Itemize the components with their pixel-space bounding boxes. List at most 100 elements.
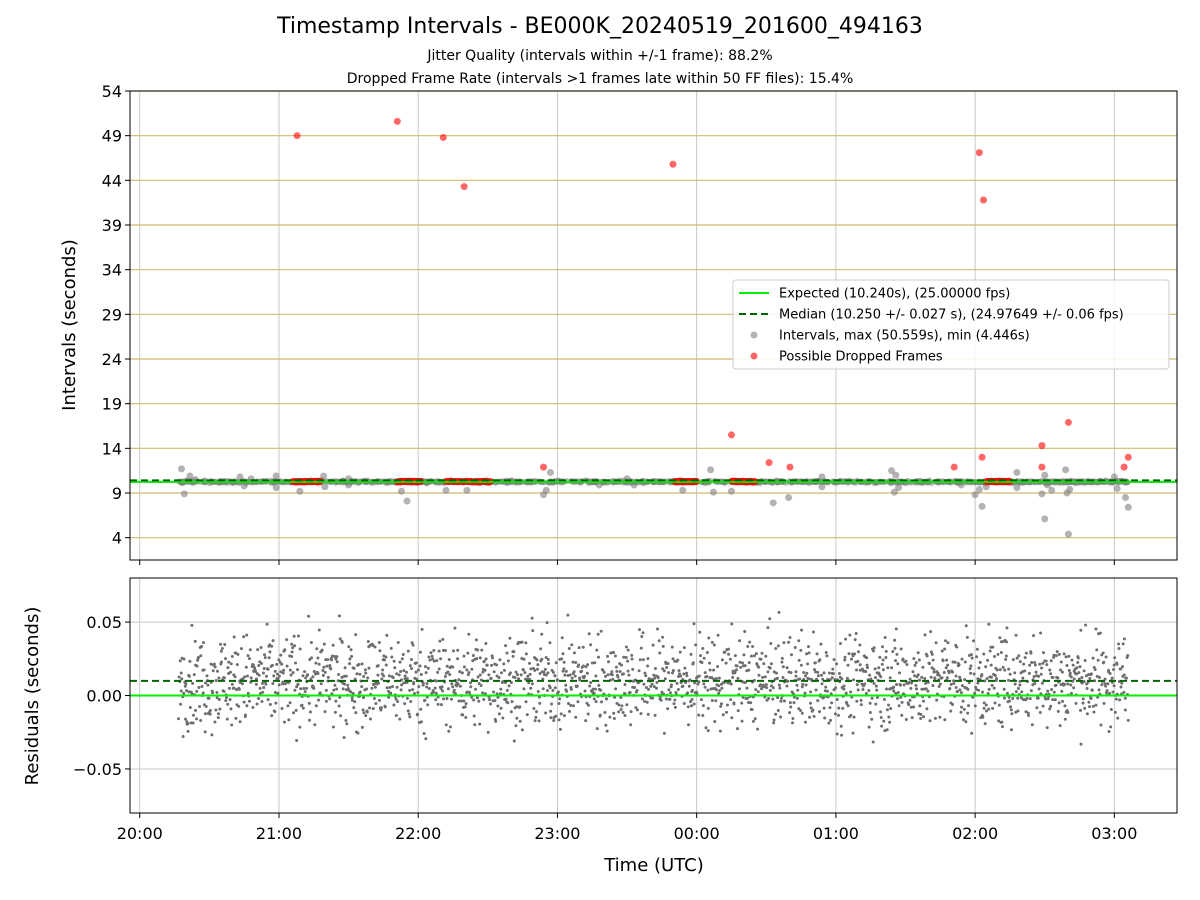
residual-point bbox=[1076, 656, 1080, 660]
time-x-tick-label: 22:00 bbox=[395, 824, 441, 843]
residual-point bbox=[506, 701, 510, 705]
residual-point bbox=[1090, 688, 1094, 692]
time-x-tick-label: 02:00 bbox=[952, 824, 998, 843]
residual-point bbox=[544, 655, 548, 659]
residual-point bbox=[844, 637, 848, 641]
residual-point bbox=[997, 719, 1001, 723]
interval-point bbox=[971, 491, 979, 499]
residual-point bbox=[385, 633, 389, 637]
residual-point bbox=[959, 691, 963, 695]
residual-point bbox=[990, 683, 994, 687]
residual-point bbox=[1019, 696, 1023, 700]
residual-point bbox=[1091, 704, 1095, 708]
residual-point bbox=[426, 666, 430, 670]
residual-point bbox=[259, 646, 263, 650]
residual-point bbox=[764, 683, 768, 687]
residual-point bbox=[535, 658, 539, 662]
residual-point bbox=[565, 689, 569, 693]
residual-point bbox=[746, 644, 750, 648]
residual-point bbox=[900, 713, 904, 717]
residual-point bbox=[901, 657, 905, 661]
residual-point bbox=[642, 699, 646, 703]
residual-point bbox=[277, 683, 281, 687]
residual-point bbox=[228, 670, 232, 674]
residual-point bbox=[639, 712, 643, 716]
residual-point bbox=[564, 683, 568, 687]
intervals-y-tick-label: 4 bbox=[112, 529, 122, 548]
residual-point bbox=[523, 671, 527, 675]
residual-point bbox=[238, 720, 242, 724]
residual-point bbox=[1053, 698, 1057, 702]
residual-point bbox=[899, 647, 903, 651]
residual-point bbox=[488, 698, 492, 702]
residual-point bbox=[940, 676, 944, 680]
residual-point bbox=[586, 703, 590, 707]
residual-point bbox=[846, 663, 850, 667]
residual-point bbox=[777, 610, 781, 614]
residual-point bbox=[538, 671, 542, 675]
residual-point bbox=[1036, 696, 1040, 700]
residual-point bbox=[263, 653, 267, 657]
residual-point bbox=[1010, 712, 1014, 716]
residual-point bbox=[775, 676, 779, 680]
residual-point bbox=[1046, 689, 1050, 693]
residual-point bbox=[396, 700, 400, 704]
residual-point bbox=[184, 682, 188, 686]
residual-point bbox=[972, 672, 976, 676]
residual-point bbox=[651, 696, 655, 700]
residual-point bbox=[444, 723, 448, 727]
residual-point bbox=[539, 647, 543, 651]
residual-point bbox=[987, 622, 991, 626]
residual-point bbox=[318, 691, 322, 695]
residual-point bbox=[198, 704, 202, 708]
residual-point bbox=[1120, 681, 1124, 685]
residual-point bbox=[451, 685, 455, 689]
interval-point bbox=[546, 468, 554, 476]
residual-point bbox=[368, 717, 372, 721]
residual-point bbox=[825, 689, 829, 693]
residual-point bbox=[727, 647, 731, 651]
residual-point bbox=[509, 681, 513, 685]
residual-point bbox=[954, 686, 958, 690]
residual-point bbox=[804, 674, 808, 678]
residual-point bbox=[743, 681, 747, 685]
residual-point bbox=[271, 639, 275, 643]
residual-point bbox=[195, 689, 199, 693]
residual-point bbox=[754, 652, 758, 656]
residual-point bbox=[868, 701, 872, 705]
residual-point bbox=[658, 695, 662, 699]
residual-point bbox=[391, 676, 395, 680]
residual-point bbox=[558, 727, 562, 731]
residual-point bbox=[284, 688, 288, 692]
residual-point bbox=[679, 674, 683, 678]
residual-point bbox=[907, 681, 911, 685]
residual-point bbox=[604, 723, 608, 727]
residual-point bbox=[425, 685, 429, 689]
residual-point bbox=[1064, 655, 1068, 659]
residual-point bbox=[567, 709, 571, 713]
residual-point bbox=[344, 719, 348, 723]
residual-point bbox=[431, 657, 435, 661]
residual-point bbox=[864, 691, 868, 695]
residual-point bbox=[853, 652, 857, 656]
residual-point bbox=[301, 674, 305, 678]
residual-point bbox=[768, 666, 772, 670]
residual-point bbox=[1104, 655, 1108, 659]
residual-point bbox=[694, 643, 698, 647]
residual-point bbox=[634, 706, 638, 710]
residual-point bbox=[792, 701, 796, 705]
residual-point bbox=[1004, 657, 1008, 661]
residual-point bbox=[540, 657, 544, 661]
residual-point bbox=[653, 667, 657, 671]
residual-point bbox=[897, 671, 901, 675]
residual-point bbox=[834, 686, 838, 690]
residual-point bbox=[409, 700, 413, 704]
residual-point bbox=[948, 686, 952, 690]
residual-point bbox=[317, 698, 321, 702]
residual-point bbox=[334, 657, 338, 661]
residual-point bbox=[277, 658, 281, 662]
residual-point bbox=[338, 695, 342, 699]
residual-point bbox=[347, 645, 351, 649]
residual-point bbox=[1010, 728, 1014, 732]
residual-point bbox=[712, 643, 716, 647]
